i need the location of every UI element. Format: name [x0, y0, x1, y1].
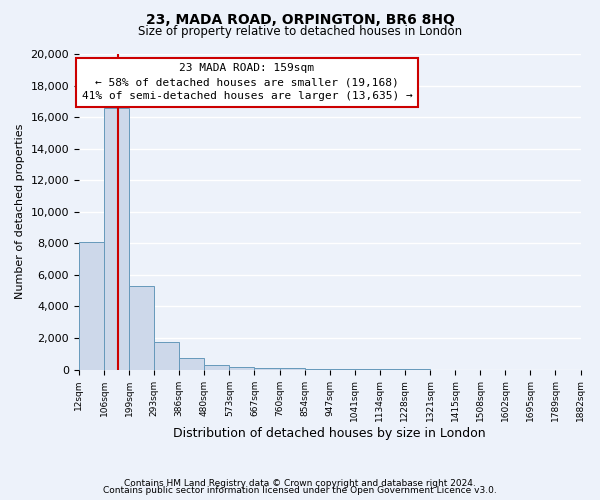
X-axis label: Distribution of detached houses by size in London: Distribution of detached houses by size …: [173, 427, 486, 440]
Bar: [229, 367, 254, 370]
Bar: [129, 286, 154, 370]
Text: Contains public sector information licensed under the Open Government Licence v3: Contains public sector information licen…: [103, 486, 497, 495]
Bar: [280, 368, 305, 370]
Bar: [305, 369, 330, 370]
Text: Contains HM Land Registry data © Crown copyright and database right 2024.: Contains HM Land Registry data © Crown c…: [124, 478, 476, 488]
Bar: [154, 342, 179, 369]
Bar: [254, 368, 280, 370]
Y-axis label: Number of detached properties: Number of detached properties: [15, 124, 25, 300]
Text: Size of property relative to detached houses in London: Size of property relative to detached ho…: [138, 25, 462, 38]
Text: 23 MADA ROAD: 159sqm
← 58% of detached houses are smaller (19,168)
41% of semi-d: 23 MADA ROAD: 159sqm ← 58% of detached h…: [82, 64, 412, 102]
Text: 23, MADA ROAD, ORPINGTON, BR6 8HQ: 23, MADA ROAD, ORPINGTON, BR6 8HQ: [146, 12, 454, 26]
Bar: [104, 108, 129, 370]
Bar: [179, 358, 205, 370]
Bar: [205, 365, 229, 370]
Bar: [79, 242, 104, 370]
